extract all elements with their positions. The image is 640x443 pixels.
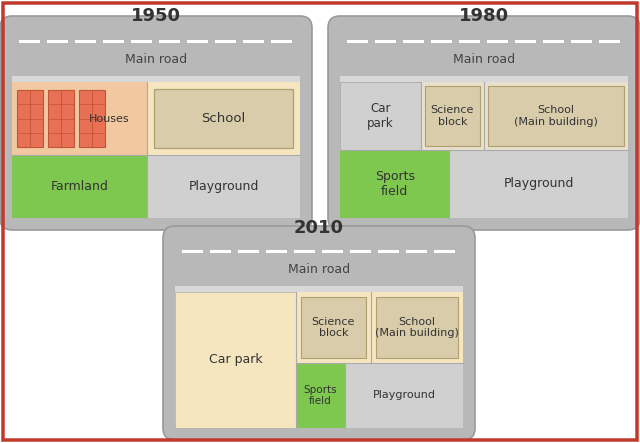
Text: School: School — [202, 112, 246, 125]
Bar — [301, 297, 366, 358]
Bar — [340, 82, 628, 218]
Text: Playground: Playground — [372, 390, 435, 400]
Bar — [147, 155, 300, 218]
Text: Main road: Main road — [453, 53, 515, 66]
Text: Houses: Houses — [89, 114, 130, 124]
Bar — [376, 297, 458, 358]
Text: Car park: Car park — [209, 354, 262, 366]
Text: Car
park: Car park — [367, 102, 394, 130]
Text: Farmland: Farmland — [51, 180, 109, 193]
Text: Sports
field: Sports field — [375, 170, 415, 198]
Text: 1950: 1950 — [131, 7, 181, 25]
Text: 2010: 2010 — [294, 219, 344, 237]
Text: Science
block: Science block — [431, 105, 474, 127]
FancyBboxPatch shape — [163, 226, 475, 440]
Bar — [12, 155, 147, 218]
Bar — [79, 90, 105, 148]
Text: Main road: Main road — [288, 263, 350, 276]
Bar — [488, 86, 624, 146]
Bar — [340, 150, 449, 218]
Bar — [12, 82, 300, 218]
Bar — [296, 292, 371, 363]
Bar — [345, 363, 463, 428]
Bar — [147, 82, 300, 155]
Text: Science
block: Science block — [312, 317, 355, 338]
Bar — [175, 292, 463, 428]
Bar — [17, 90, 43, 148]
Bar — [371, 292, 463, 363]
FancyBboxPatch shape — [0, 16, 312, 230]
Bar — [154, 89, 293, 148]
Text: Sports
field: Sports field — [303, 385, 337, 406]
Bar — [340, 28, 628, 76]
Bar — [175, 292, 296, 428]
Text: Playground: Playground — [504, 178, 574, 190]
Bar — [296, 363, 345, 428]
Bar — [340, 82, 420, 150]
Bar — [175, 286, 463, 292]
Bar — [48, 90, 74, 148]
Bar — [12, 82, 147, 155]
Text: Main road: Main road — [125, 53, 187, 66]
Bar — [420, 82, 484, 150]
Bar — [340, 76, 628, 82]
Text: School
(Main building): School (Main building) — [375, 317, 459, 338]
Bar — [425, 86, 480, 146]
Bar — [484, 82, 628, 150]
Bar — [175, 238, 463, 286]
Bar — [12, 76, 300, 82]
Text: School
(Main building): School (Main building) — [514, 105, 598, 127]
FancyBboxPatch shape — [328, 16, 640, 230]
Bar — [12, 28, 300, 76]
Text: Playground: Playground — [189, 180, 259, 193]
Text: 1980: 1980 — [459, 7, 509, 25]
Bar — [449, 150, 628, 218]
